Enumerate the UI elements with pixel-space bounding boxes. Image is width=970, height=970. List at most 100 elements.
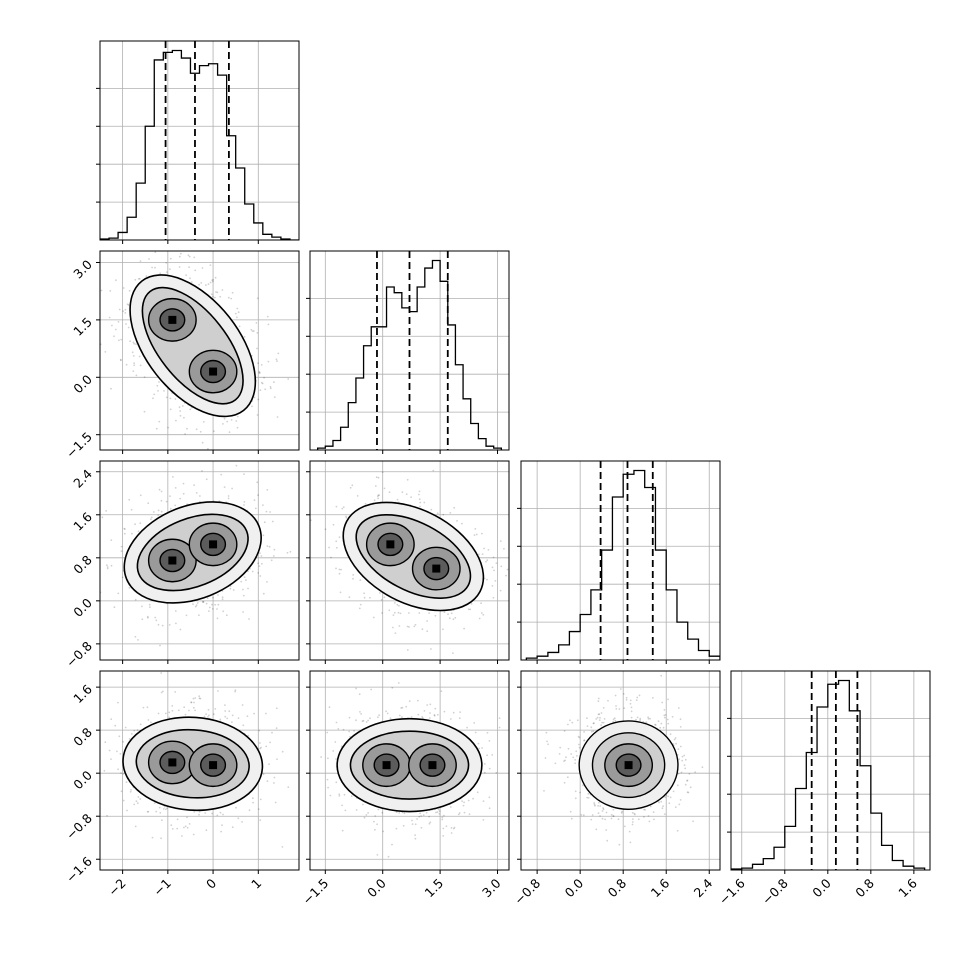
scatter-point <box>258 372 261 374</box>
scatter-point <box>193 810 196 813</box>
scatter-point <box>139 522 142 524</box>
scatter-point <box>359 711 361 713</box>
scatter-point <box>158 420 161 423</box>
scatter-point <box>207 447 209 450</box>
scatter-point <box>408 700 411 702</box>
scatter-point <box>401 491 404 494</box>
scatter-point <box>342 728 345 731</box>
scatter-point <box>417 699 419 702</box>
scatter-point <box>190 281 193 283</box>
scatter-point <box>259 552 261 554</box>
scatter-point <box>458 717 461 720</box>
xtick-label-1-2: 1.5 <box>422 876 447 901</box>
scatter-point <box>392 614 395 616</box>
scatter-point <box>202 601 205 603</box>
scatter-point <box>258 370 261 373</box>
scatter-point <box>420 815 422 817</box>
scatter-point <box>463 627 465 630</box>
scatter-point <box>158 381 160 383</box>
scatter-point <box>120 338 123 341</box>
scatter-point <box>214 603 217 606</box>
scatter-point <box>418 498 421 501</box>
scatter-point <box>184 713 187 716</box>
scatter-point <box>133 362 136 364</box>
scatter-point <box>96 766 98 768</box>
scatter-point <box>506 568 509 571</box>
scatter-point <box>211 603 213 606</box>
scatter-point <box>145 275 148 277</box>
scatter-point <box>486 731 489 734</box>
scatter-point <box>452 618 455 621</box>
scatter-point <box>512 579 514 581</box>
scatter-point <box>169 257 172 260</box>
scatter-point <box>127 304 130 306</box>
scatter-point <box>236 316 238 319</box>
scatter-point <box>378 714 380 717</box>
scatter-point <box>188 823 191 825</box>
ytick-label-3-0: −1.6 <box>63 854 95 886</box>
scatter-point <box>200 282 203 284</box>
scatter-point <box>243 473 245 475</box>
scatter-point <box>647 815 650 817</box>
scatter-point <box>414 623 417 626</box>
scatter-point <box>122 287 125 289</box>
scatter-point <box>457 813 460 816</box>
panel-1-1 <box>306 250 510 454</box>
scatter-point <box>452 652 454 654</box>
scatter-point <box>237 817 240 820</box>
scatter-point <box>220 830 223 833</box>
scatter-point <box>231 291 234 294</box>
scatter-point <box>247 734 250 737</box>
scatter-point <box>220 473 223 476</box>
ytick-label-2-1: 0.0 <box>70 595 95 620</box>
scatter-point <box>449 512 452 514</box>
ytick-label-1-0: −1.5 <box>63 429 95 461</box>
scatter-point <box>224 710 227 712</box>
scatter-point <box>434 614 437 617</box>
scatter-point <box>171 828 174 830</box>
scatter-point <box>348 596 351 599</box>
scatter-point <box>252 330 255 332</box>
scatter-point <box>271 520 274 523</box>
scatter-point <box>113 335 115 338</box>
scatter-point <box>256 481 259 484</box>
scatter-point <box>194 709 197 712</box>
scatter-point <box>100 289 103 292</box>
scatter-point <box>355 687 357 690</box>
scatter-point <box>475 533 478 536</box>
scatter-point <box>329 794 332 797</box>
scatter-point <box>137 278 140 280</box>
scatter-point <box>261 562 263 565</box>
scatter-point <box>469 608 472 611</box>
scatter-point <box>243 501 246 503</box>
scatter-point <box>623 707 626 710</box>
scatter-point <box>374 815 377 817</box>
scatter-point <box>211 608 214 610</box>
scatter-point <box>476 791 479 794</box>
ytick-label-1-3: 3.0 <box>70 257 95 282</box>
scatter-point <box>133 364 136 367</box>
ytick-label-2-2: 0.8 <box>70 552 95 577</box>
scatter-point <box>276 416 279 418</box>
scatter-point <box>352 574 355 576</box>
scatter-point <box>146 615 149 618</box>
scatter-point <box>214 708 217 710</box>
scatter-point <box>430 508 433 511</box>
scatter-point <box>270 559 273 562</box>
scatter-point <box>355 719 357 722</box>
scatter-point <box>190 701 193 704</box>
scatter-point <box>137 530 140 533</box>
scatter-point <box>236 307 239 310</box>
scatter-point <box>578 743 580 746</box>
scatter-point <box>129 790 132 793</box>
density-peak-2-0-1 <box>209 540 218 549</box>
scatter-point <box>229 587 232 590</box>
scatter-point <box>166 807 168 810</box>
scatter-point <box>126 809 128 812</box>
scatter-point <box>341 507 344 510</box>
scatter-point <box>442 827 445 830</box>
scatter-point <box>381 471 384 473</box>
scatter-point <box>659 726 662 729</box>
scatter-point <box>110 539 113 541</box>
scatter-point <box>122 310 125 313</box>
